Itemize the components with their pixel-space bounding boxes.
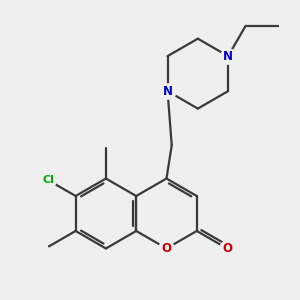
Text: Cl: Cl	[42, 175, 54, 185]
Text: O: O	[222, 242, 232, 255]
Text: N: N	[163, 85, 172, 98]
Text: N: N	[223, 50, 233, 63]
Text: O: O	[161, 242, 172, 255]
